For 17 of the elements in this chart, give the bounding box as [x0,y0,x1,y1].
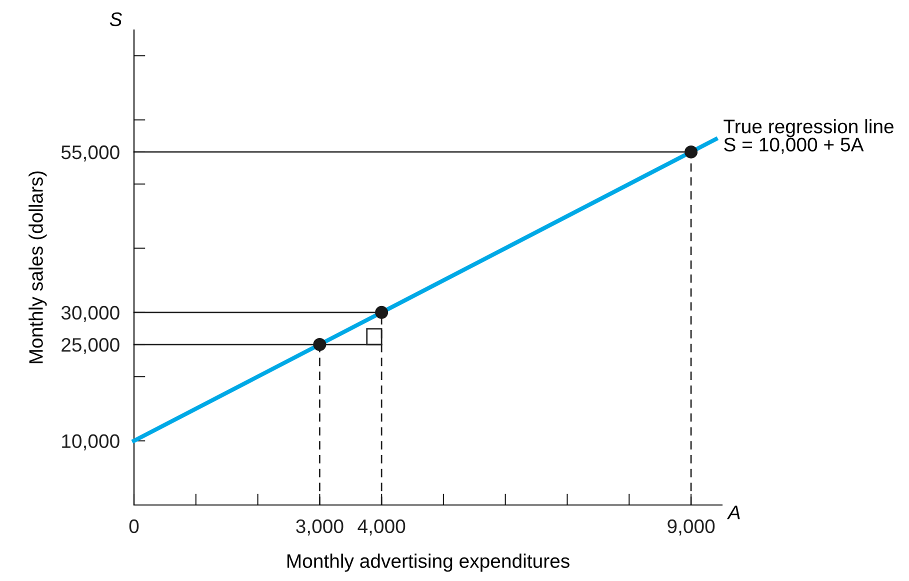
y-tick-label: 25,000 [62,338,120,354]
x-axis-title: Monthly advertising expenditures [287,554,570,572]
point [684,145,698,158]
annotation: S = 10,000 + 5A [724,138,864,154]
point [313,338,326,352]
x-tick-label: 0 [129,519,139,534]
y-tick-label: 30,000 [61,306,120,322]
point [375,306,388,319]
x-tick-label: 4,000 [358,519,406,536]
series-label: True regression line [724,119,894,138]
text: A [726,506,740,520]
x-tick-label: 3,000 [296,519,344,536]
text: S [110,12,122,26]
y-tick-label: 55,000 [61,145,120,162]
y-axis-title: Monthly sales (dollars) [28,171,47,364]
y-tick-label: 10,000 [62,434,120,450]
x-tick-label: 9,000 [668,519,715,536]
